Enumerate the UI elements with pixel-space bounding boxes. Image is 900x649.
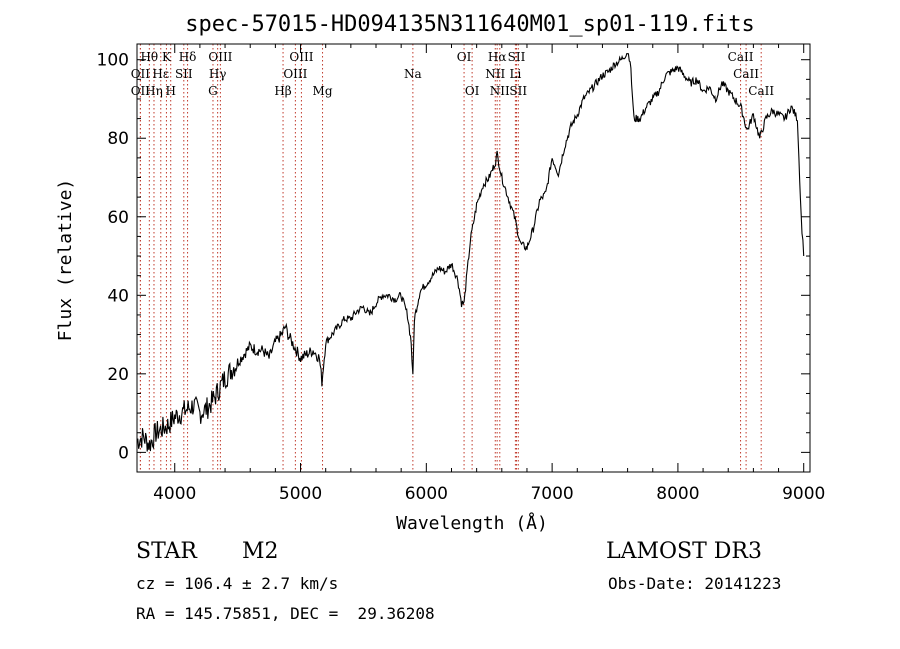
line-label-15: Mg [313, 84, 333, 98]
line-label-4: Hη [145, 84, 163, 98]
x-tick-label: 4000 [153, 484, 196, 504]
object-type: STAR [136, 539, 197, 564]
x-tick-label: 6000 [405, 484, 448, 504]
line-label-3: Hε [152, 67, 169, 81]
spectrum-series [136, 52, 805, 452]
x-tick-label: 7000 [530, 484, 573, 504]
y-tick-label: 60 [107, 208, 129, 228]
line-label-24: SII [509, 84, 527, 98]
spectral-line-markers [139, 44, 762, 472]
line-label-18: OI [465, 84, 480, 98]
line-label-8: Hδ [179, 50, 197, 64]
coordinates: RA = 145.75851, DEC = 29.36208 [136, 604, 435, 623]
line-label-7: SII [175, 67, 193, 81]
line-label-6: H [165, 84, 175, 98]
line-label-10: Hγ [209, 67, 227, 81]
line-label-21: NII [490, 84, 510, 98]
line-label-20: NII [485, 67, 505, 81]
x-tick-label: 9000 [782, 484, 825, 504]
y-tick-label: 40 [107, 286, 129, 306]
line-label-14: OIII [289, 50, 313, 64]
line-label-17: OI [457, 50, 472, 64]
subclass: M2 [242, 539, 279, 564]
y-axis: 0 20 40 60 80 100 [97, 51, 810, 463]
plot-frame [136, 43, 811, 473]
y-tick-label: 100 [97, 51, 129, 71]
line-label-19: Hα [488, 50, 507, 64]
y-axis-label: Flux (relative) [55, 179, 76, 342]
x-tick-label: 5000 [279, 484, 322, 504]
line-label-25: CaII [728, 50, 754, 64]
line-label-23: Li [509, 67, 521, 81]
line-label-11: G [208, 84, 218, 98]
line-label-5: K [162, 50, 172, 64]
y-tick-label: 20 [107, 365, 129, 385]
x-tick-label: 8000 [656, 484, 699, 504]
line-label-2: OII [131, 84, 151, 98]
redshift-cz: cz = 106.4 ± 2.7 km/s [136, 574, 339, 593]
chart-title: spec-57015-HD094135N311640M01_sp01-119.f… [185, 12, 755, 37]
spectrum-line [136, 52, 805, 452]
line-label-1: OII [131, 67, 151, 81]
obs-date: Obs-Date: 20141223 [608, 574, 782, 593]
y-tick-label: 0 [118, 443, 129, 463]
y-tick-label: 80 [107, 129, 129, 149]
line-label-26: CaII [733, 67, 759, 81]
line-label-16: Na [404, 67, 422, 81]
line-label-27: CaII [748, 84, 774, 98]
line-label-9: OIII [208, 50, 232, 64]
line-label-0: Hθ [140, 50, 158, 64]
line-label-13: OIII [283, 67, 307, 81]
x-axis-label: Wavelength (Å) [396, 512, 548, 534]
survey-name: LAMOST DR3 [606, 539, 762, 564]
x-axis: 4000 5000 6000 7000 8000 9000 [153, 44, 825, 504]
line-label-22: SII [508, 50, 526, 64]
line-label-12: Hβ [274, 84, 291, 98]
